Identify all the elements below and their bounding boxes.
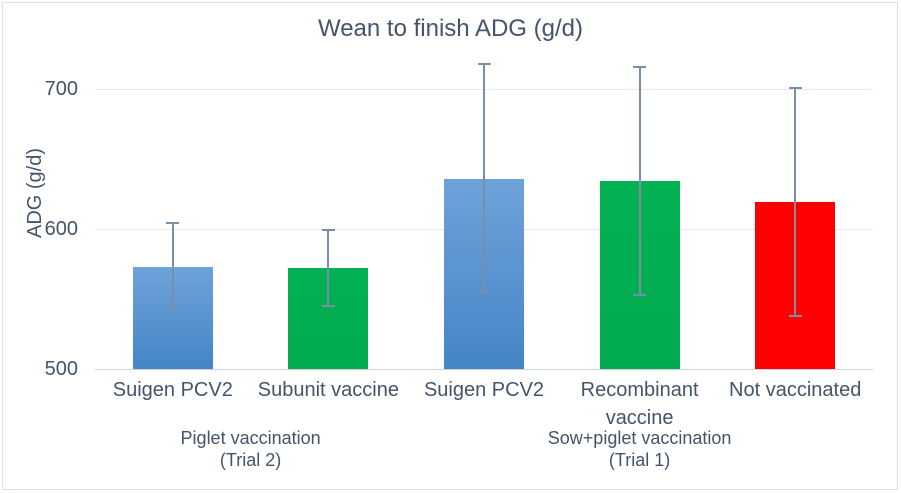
category-label-subunit-vaccine-2: Subunit vaccine bbox=[250, 376, 406, 404]
group-label-line: (Trial 1) bbox=[608, 450, 671, 470]
category-label-line: Subunit vaccine bbox=[257, 379, 399, 401]
y-tick-label-700: 700 bbox=[44, 78, 78, 100]
error-bar-line-3 bbox=[483, 63, 485, 292]
category-label-suigen-pcv2-1: Suigen PCV2 bbox=[95, 376, 251, 404]
error-bar-cap-top-5 bbox=[788, 86, 802, 89]
y-tick-label-500: 500 bbox=[44, 358, 78, 380]
group-label-sow-piglet-vaccination-trial-1: Sow+piglet vaccination (Trial 1) bbox=[510, 427, 770, 471]
category-label-line: Suigen PCV2 bbox=[112, 379, 233, 401]
error-bar-cap-top-4 bbox=[633, 65, 647, 68]
error-bar-cap-bottom-1 bbox=[166, 309, 180, 312]
error-bar-line-1 bbox=[171, 223, 174, 311]
category-label-suigen-pcv2-3: Suigen PCV2 bbox=[406, 376, 562, 404]
category-label-line: Suigen PCV2 bbox=[423, 379, 545, 401]
error-bar-cap-bottom-4 bbox=[633, 293, 647, 296]
category-label-line: vaccine bbox=[605, 407, 674, 429]
category-label-line: Recombinant bbox=[580, 379, 699, 401]
error-bar-line-2 bbox=[327, 230, 330, 306]
category-label-recombinant-vaccine-4: Recombinant vaccine bbox=[562, 376, 718, 432]
group-label-line: (Trial 2) bbox=[219, 450, 282, 470]
error-bar-cap-top-3 bbox=[477, 62, 491, 65]
group-label-piglet-vaccination-trial-2: Piglet vaccination (Trial 2) bbox=[121, 427, 381, 471]
error-bar-line-5 bbox=[794, 87, 797, 316]
group-label-line: Piglet vaccination bbox=[180, 428, 321, 448]
error-bar-cap-top-2 bbox=[321, 229, 335, 232]
y-tick-label-600: 600 bbox=[44, 218, 78, 240]
error-bar-cap-bottom-2 bbox=[321, 305, 335, 307]
category-label-line: Not vaccinated bbox=[729, 379, 862, 401]
error-bar-cap-bottom-5 bbox=[788, 314, 802, 317]
category-label-not-vaccinated-5: Not vaccinated bbox=[717, 376, 873, 404]
error-bar-cap-top-1 bbox=[166, 222, 180, 225]
error-bar-cap-bottom-3 bbox=[477, 291, 491, 293]
chart-title: Wean to finish ADG (g/d) bbox=[317, 15, 583, 42]
x-axis-line bbox=[95, 369, 873, 370]
error-bar-line-4 bbox=[638, 66, 641, 295]
group-label-line: Sow+piglet vaccination bbox=[547, 428, 732, 448]
